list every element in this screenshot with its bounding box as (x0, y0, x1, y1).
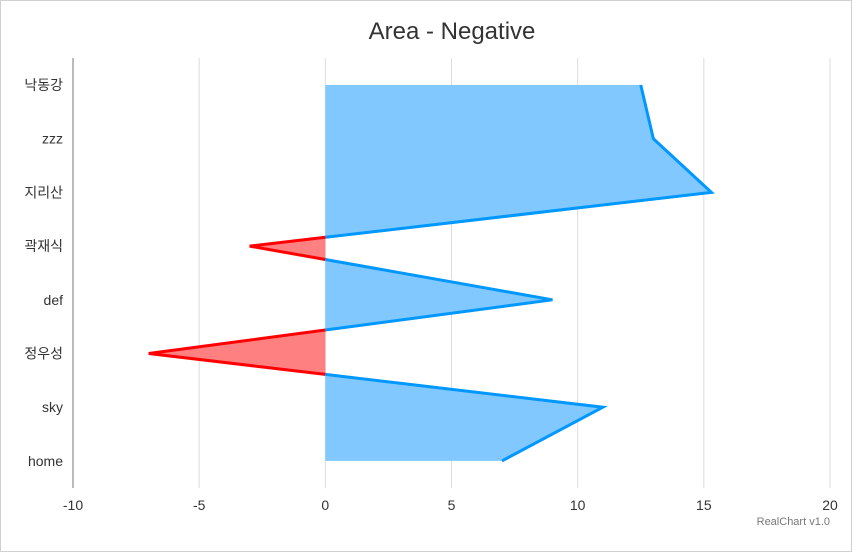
negative-area (249, 237, 326, 260)
x-tick-label: 0 (321, 497, 329, 513)
positive-line (325, 258, 553, 332)
x-tick-label: 10 (570, 497, 586, 513)
category-label: home (28, 453, 63, 469)
x-tick-label: 15 (696, 497, 712, 513)
area-series (148, 84, 715, 463)
x-tick-label: -10 (63, 497, 83, 513)
category-label: sky (42, 399, 63, 415)
category-label: 곽재식 (24, 238, 63, 254)
positive-area (325, 374, 603, 461)
positive-area (325, 259, 553, 331)
positive-line (325, 84, 715, 239)
x-tick-label: 5 (448, 497, 456, 513)
credit-label: RealChart v1.0 (756, 516, 830, 528)
negative-line (148, 328, 326, 376)
positive-line (325, 372, 608, 463)
chart-title: Area - Negative (368, 18, 536, 45)
category-label: 낙동강 (24, 77, 63, 93)
category-label: 지리산 (24, 184, 63, 200)
category-label: def (44, 292, 64, 308)
positive-area (325, 85, 712, 238)
negative-area (148, 330, 326, 375)
value-axis: -10 -5 0 5 10 15 20 (63, 497, 838, 513)
category-label: 정우성 (24, 346, 63, 362)
x-tick-label: -5 (193, 497, 206, 513)
category-label: zzz (42, 131, 63, 147)
x-tick-label: 20 (822, 497, 838, 513)
negative-line (249, 235, 326, 262)
